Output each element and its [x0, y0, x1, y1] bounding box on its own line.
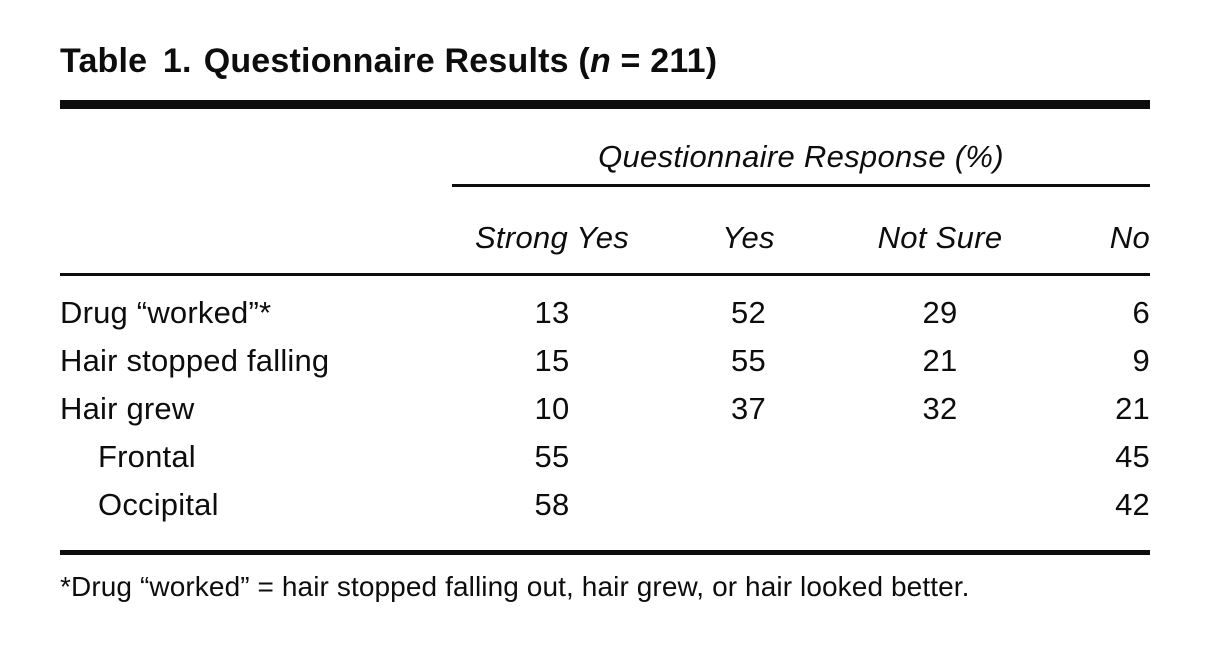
header-rule: [60, 273, 1150, 276]
cell-value: 10: [534, 391, 570, 426]
cell-value: 42: [1115, 487, 1150, 522]
table-number-label: Table 1.: [60, 42, 192, 80]
row-label: Hair grew: [60, 391, 195, 426]
column-header-strong-yes: Strong Yes: [474, 220, 630, 255]
column-header-not-sure: Not Sure: [877, 220, 1003, 255]
column-header-row: Strong Yes Yes Not Sure No: [60, 219, 1150, 257]
cell-value: 52: [731, 295, 766, 330]
column-header-yes: Yes: [722, 220, 775, 255]
cell-value: 6: [1132, 295, 1150, 330]
cell-value: 29: [922, 295, 958, 330]
table-figure: Table 1. Questionnaire Results (n = 211) …: [60, 40, 1150, 604]
table-footnote: *Drug “worked” = hair stopped falling ou…: [60, 571, 970, 602]
sample-size-value: = 211): [610, 42, 718, 80]
table-row: Hair stopped falling 15 55 21 9: [60, 337, 1150, 385]
sample-size-variable: n: [589, 42, 611, 80]
row-label-sub: Frontal: [98, 439, 196, 474]
top-rule: [60, 100, 1150, 109]
cell-value: 21: [1115, 391, 1150, 426]
bottom-rule: [60, 550, 1150, 555]
cell-value: 9: [1132, 343, 1150, 378]
table-title: Table 1. Questionnaire Results (n = 211): [60, 40, 1150, 82]
column-header-spacer: [60, 219, 452, 257]
cell-value: 32: [922, 391, 958, 426]
table-body: Drug “worked”* 13 52 29 6 Hair stopped f…: [60, 276, 1150, 529]
table-caption-text: Questionnaire Results (: [203, 42, 590, 80]
table-row: Occipital 58 42: [60, 481, 1150, 529]
spanner-header: Questionnaire Response (%): [452, 139, 1150, 187]
cell-value: 13: [534, 295, 570, 330]
row-label: Hair stopped falling: [60, 343, 330, 378]
cell-value: 58: [534, 487, 570, 522]
cell-value: 55: [534, 439, 570, 474]
spanner-header-label: Questionnaire Response (%): [598, 139, 1004, 174]
table-row: Drug “worked”* 13 52 29 6: [60, 289, 1150, 337]
cell-value: 45: [1115, 439, 1150, 474]
table-row: Frontal 55 45: [60, 433, 1150, 481]
cell-value: 21: [922, 343, 958, 378]
cell-value: 15: [534, 343, 570, 378]
row-label: Drug “worked”*: [60, 295, 272, 330]
row-label-sub: Occipital: [98, 487, 219, 522]
cell-value: 55: [731, 343, 766, 378]
table-row: Hair grew 10 37 32 21: [60, 385, 1150, 433]
column-header-no: No: [1109, 220, 1150, 255]
cell-value: 37: [731, 391, 766, 426]
